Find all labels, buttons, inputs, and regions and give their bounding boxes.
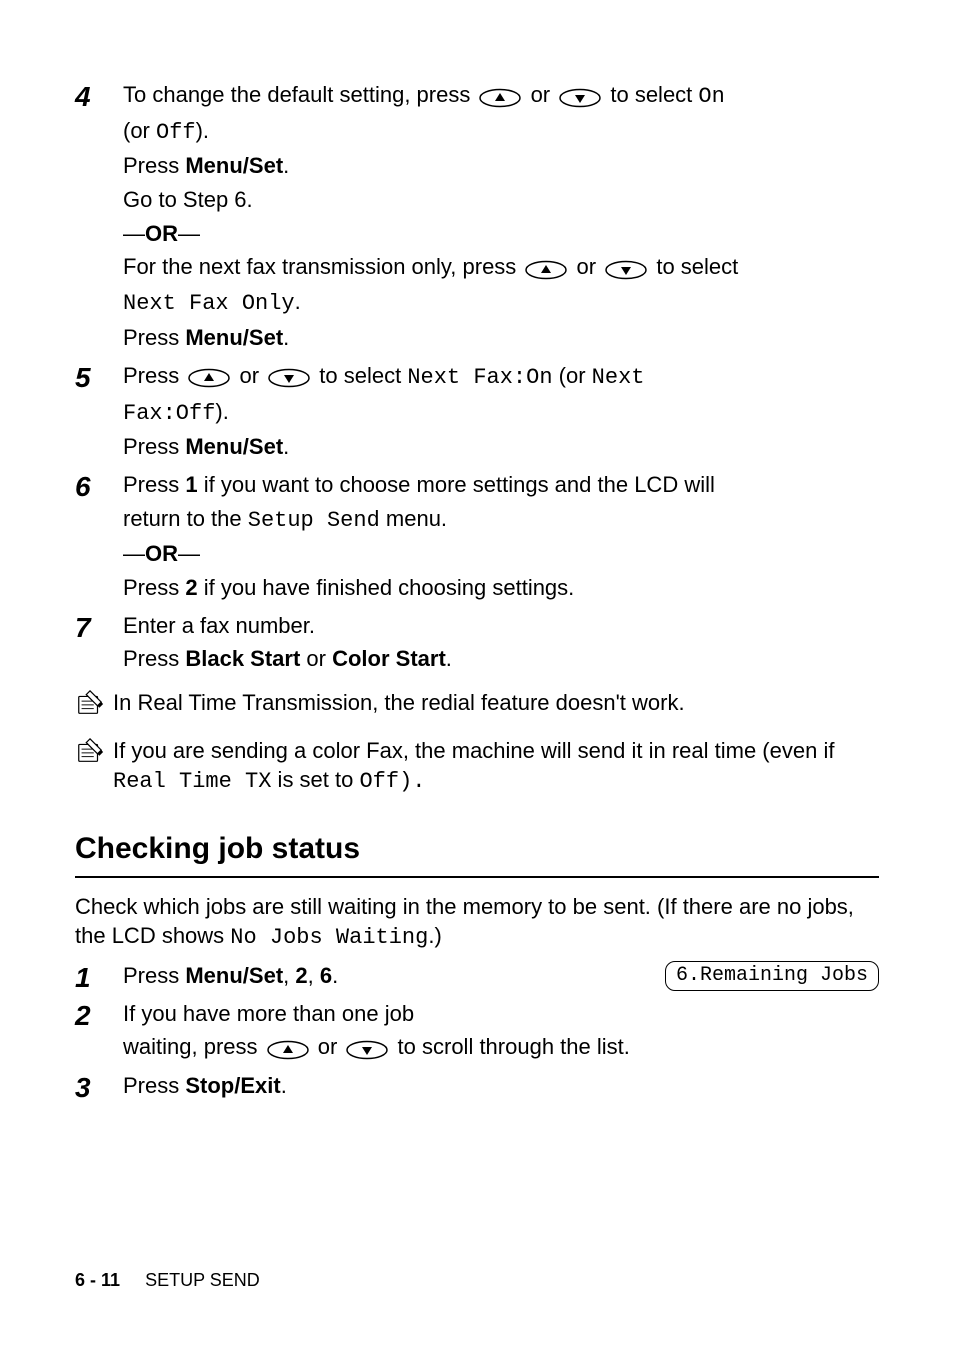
bold-label: Stop/Exit xyxy=(185,1073,280,1098)
step-number: 4 xyxy=(75,80,123,357)
step-number: 6 xyxy=(75,470,123,607)
step-body: Press 1 if you want to choose more setti… xyxy=(123,470,879,607)
bold-label: Menu/Set xyxy=(185,434,283,459)
down-arrow-button-icon xyxy=(345,1034,389,1064)
step-body: Press Menu/Set, 2, 6. 6.Remaining Jobs xyxy=(123,961,879,995)
bold-label: Black Start xyxy=(185,646,300,671)
steps-group-2: 1Press Menu/Set, 2, 6.6.Remaining Jobs2I… xyxy=(75,961,879,1105)
step-line: To change the default setting, press or … xyxy=(123,80,879,112)
step-line: Press or to select Next Fax:On (or Next xyxy=(123,361,879,393)
step-line: Press 2 if you have finished choosing se… xyxy=(123,573,879,603)
lcd-text: Next Fax Only xyxy=(123,291,295,316)
step: 2If you have more than one jobwaiting, p… xyxy=(75,999,879,1068)
note: In Real Time Transmission, the redial fe… xyxy=(75,688,879,726)
step-line: Enter a fax number. xyxy=(123,611,879,641)
step: 1Press Menu/Set, 2, 6. 6.Remaining Jobs xyxy=(75,961,879,995)
step-number: 2 xyxy=(75,999,123,1068)
bold-label: Menu/Set xyxy=(185,963,283,988)
note-body: If you are sending a color Fax, the mach… xyxy=(113,736,879,797)
section-title-checking-job-status: Checking job status xyxy=(75,829,879,870)
note-text: In Real Time Transmission, the redial fe… xyxy=(113,688,879,718)
bold-label: OR xyxy=(145,541,178,566)
lcd-text: Setup Send xyxy=(248,508,380,533)
section-rule xyxy=(75,876,879,878)
bold-label: 1 xyxy=(185,472,197,497)
bold-label: Color Start xyxy=(332,646,446,671)
step-line: —OR— xyxy=(123,219,879,249)
up-arrow-button-icon xyxy=(524,254,568,284)
page-section-label: SETUP SEND xyxy=(145,1270,260,1290)
step-line: For the next fax transmission only, pres… xyxy=(123,252,879,283)
step-line: Press Menu/Set. xyxy=(123,432,879,462)
bold-label: 2 xyxy=(185,575,197,600)
page-number: 6 - 11 xyxy=(75,1270,120,1290)
bold-label: 2 xyxy=(295,963,307,988)
lcd-text: Off xyxy=(156,120,196,145)
step-line: —OR— xyxy=(123,539,879,569)
step-line: If you have more than one job xyxy=(123,999,879,1029)
lcd-display: 6.Remaining Jobs xyxy=(665,961,879,991)
step-body: Enter a fax number.Press Black Start or … xyxy=(123,611,879,678)
step-body: If you have more than one jobwaiting, pr… xyxy=(123,999,879,1068)
step-number: 3 xyxy=(75,1071,123,1105)
step-line: Press 1 if you want to choose more setti… xyxy=(123,470,879,500)
step-body: To change the default setting, press or … xyxy=(123,80,879,357)
lcd-text: Off). xyxy=(359,769,425,794)
note-icon xyxy=(75,688,113,726)
step-line: Press Menu/Set. xyxy=(123,323,879,353)
step: 3Press Stop/Exit. xyxy=(75,1071,879,1105)
step-line: (or Off). xyxy=(123,116,879,148)
step-line: Press Menu/Set, 2, 6. xyxy=(123,961,645,991)
lcd-text: Real Time TX xyxy=(113,769,271,794)
section-intro: Check which jobs are still waiting in th… xyxy=(75,892,879,953)
step-line: waiting, press or to scroll through the … xyxy=(123,1032,879,1063)
down-arrow-button-icon xyxy=(267,362,311,392)
up-arrow-button-icon xyxy=(187,362,231,392)
note-icon xyxy=(75,736,113,774)
up-arrow-button-icon xyxy=(266,1034,310,1064)
lcd-text: No Jobs Waiting xyxy=(230,925,428,950)
bold-label: 6 xyxy=(320,963,332,988)
lcd-text: Next xyxy=(592,365,645,390)
step-line: Next Fax Only. xyxy=(123,287,879,319)
step-number: 7 xyxy=(75,611,123,678)
step-line: return to the Setup Send menu. xyxy=(123,504,879,536)
lcd-text: Next Fax:On xyxy=(407,365,552,390)
bold-label: Menu/Set xyxy=(185,153,283,178)
step-number: 5 xyxy=(75,361,123,466)
step-line: Press Menu/Set. xyxy=(123,151,879,181)
bold-label: OR xyxy=(145,221,178,246)
step: 5Press or to select Next Fax:On (or Next… xyxy=(75,361,879,466)
bold-label: Menu/Set xyxy=(185,325,283,350)
step: 4To change the default setting, press or… xyxy=(75,80,879,357)
step: 7Enter a fax number.Press Black Start or… xyxy=(75,611,879,678)
step-line: Press Stop/Exit. xyxy=(123,1071,879,1101)
step-line: Go to Step 6. xyxy=(123,185,879,215)
notes-block: In Real Time Transmission, the redial fe… xyxy=(75,688,879,797)
lcd-text: Fax:Off xyxy=(123,401,215,426)
step-body: Press Stop/Exit. xyxy=(123,1071,879,1105)
step-number: 1 xyxy=(75,961,123,995)
note-text: If you are sending a color Fax, the mach… xyxy=(113,736,879,797)
down-arrow-button-icon xyxy=(604,254,648,284)
page-footer: 6 - 11 SETUP SEND xyxy=(75,1268,260,1292)
down-arrow-button-icon xyxy=(558,81,602,111)
manual-page: 4To change the default setting, press or… xyxy=(0,0,954,1352)
step-line: Fax:Off). xyxy=(123,397,879,429)
step-body: Press or to select Next Fax:On (or Next F… xyxy=(123,361,879,466)
note: If you are sending a color Fax, the mach… xyxy=(75,736,879,797)
lcd-text: On xyxy=(698,84,724,109)
up-arrow-button-icon xyxy=(478,81,522,111)
steps-group-1: 4To change the default setting, press or… xyxy=(75,80,879,678)
note-body: In Real Time Transmission, the redial fe… xyxy=(113,688,879,718)
step-line: Press Black Start or Color Start. xyxy=(123,644,879,674)
step: 6Press 1 if you want to choose more sett… xyxy=(75,470,879,607)
